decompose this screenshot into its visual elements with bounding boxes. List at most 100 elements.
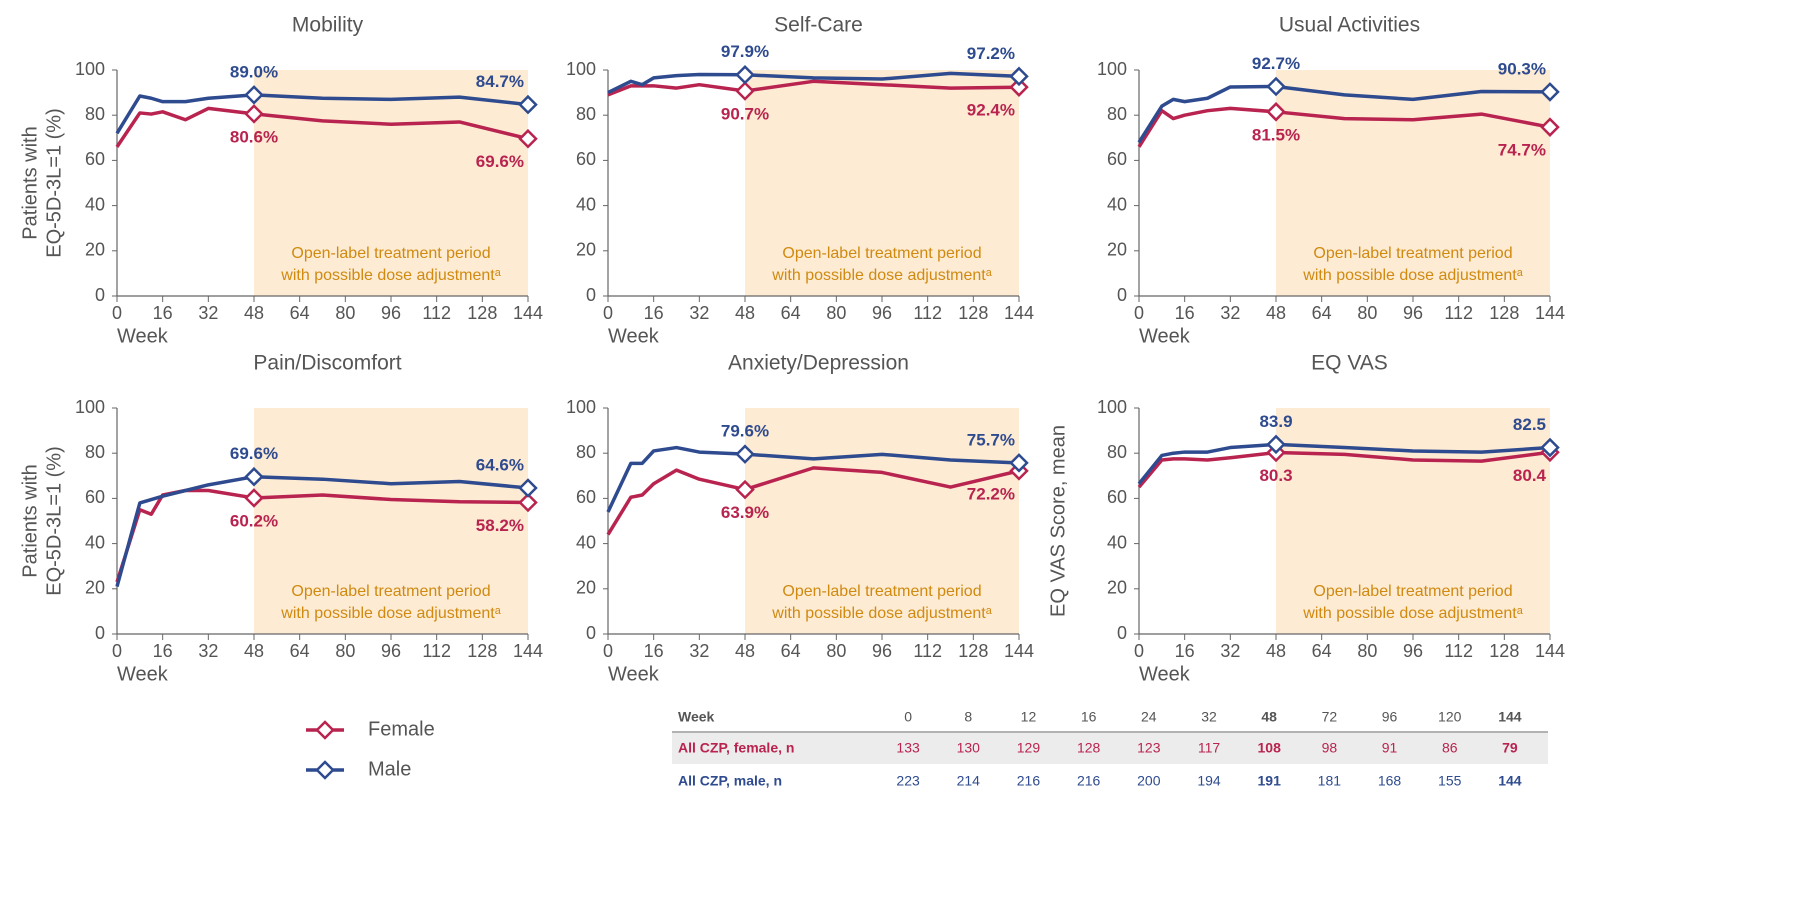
table-cell: 181 [1318, 773, 1342, 789]
y-tick-label: 100 [1097, 397, 1127, 417]
table-cell: 191 [1258, 773, 1282, 789]
table-row-bg [672, 733, 1548, 764]
series-line [1137, 84, 1551, 144]
x-tick-label: 128 [467, 641, 497, 661]
x-tick-label: 16 [153, 641, 173, 661]
table-header-cell: 72 [1322, 709, 1338, 725]
y-tick-label: 40 [576, 194, 596, 214]
data-label: 83.9 [1259, 412, 1292, 431]
marker [735, 81, 755, 101]
y-tick-label: 40 [1107, 194, 1127, 214]
shaded-period [745, 408, 1019, 634]
data-label: 89.0% [230, 62, 278, 81]
x-tick-label: 48 [735, 641, 755, 661]
data-label: 75.7% [967, 430, 1015, 449]
marker [244, 466, 264, 487]
data-label: 90.3% [1498, 59, 1546, 78]
x-tick-label: 48 [1266, 641, 1286, 661]
table-header-cell: 8 [964, 709, 972, 725]
x-tick-label: 0 [603, 641, 613, 661]
table-cell: 168 [1378, 773, 1402, 789]
x-tick-label: 144 [1004, 303, 1034, 323]
y-tick-label: 80 [1107, 104, 1127, 124]
x-tick-label: 112 [913, 641, 942, 661]
table-header-label: Week [678, 709, 715, 725]
table-header-cell: 16 [1081, 709, 1097, 725]
y-tick-label: 60 [1107, 149, 1127, 169]
legend-marker [315, 760, 335, 780]
y-tick-label: 40 [85, 532, 105, 552]
annotation: with possible dose adjustmentᵃ [280, 605, 501, 622]
chart-title: Pain/Discomfort [253, 352, 401, 375]
marker [1540, 82, 1560, 102]
x-tick-label: 16 [644, 303, 664, 323]
marker [244, 85, 264, 105]
annotation: Open-label treatment period [1313, 583, 1512, 600]
x-tick-label: 128 [958, 641, 988, 661]
x-tick-label: 80 [826, 641, 846, 661]
x-tick-label: 96 [381, 641, 401, 661]
x-tick-label: 128 [958, 303, 988, 323]
annotation: Open-label treatment period [291, 245, 490, 262]
data-label: 69.6% [476, 152, 524, 171]
x-tick-label: 48 [244, 303, 264, 323]
y-tick-label: 80 [85, 442, 105, 462]
y-axis-label: EQ-5D-3L=1 (%) [43, 108, 65, 258]
table-cell: 123 [1137, 740, 1161, 756]
x-axis-label: Week [1139, 663, 1191, 685]
x-tick-label: 112 [422, 303, 451, 323]
series-line [1137, 442, 1551, 485]
data-label: 80.6% [230, 127, 278, 146]
x-tick-label: 96 [381, 303, 401, 323]
y-tick-label: 20 [576, 578, 596, 598]
annotation: Open-label treatment period [782, 245, 981, 262]
x-tick-label: 32 [1220, 641, 1240, 661]
legend-marker [315, 720, 335, 740]
x-tick-label: 80 [335, 641, 355, 661]
data-label: 80.4 [1513, 466, 1547, 485]
table-cell: 91 [1382, 740, 1398, 756]
x-tick-label: 64 [290, 303, 310, 323]
annotation: Open-label treatment period [782, 583, 981, 600]
x-tick-label: 64 [290, 641, 310, 661]
x-tick-label: 48 [1266, 303, 1286, 323]
y-tick-label: 80 [85, 104, 105, 124]
y-axis-label: EQ VAS Score, mean [1047, 425, 1069, 617]
table-cell: 216 [1077, 773, 1101, 789]
marker [518, 128, 538, 149]
x-tick-label: 48 [244, 641, 264, 661]
x-tick-label: 96 [1403, 303, 1423, 323]
y-tick-label: 100 [75, 59, 105, 79]
x-tick-label: 0 [112, 641, 122, 661]
marker [518, 94, 538, 115]
y-tick-label: 60 [85, 149, 105, 169]
data-label: 92.7% [1252, 54, 1300, 73]
x-tick-label: 80 [826, 303, 846, 323]
x-tick-label: 32 [1220, 303, 1240, 323]
y-tick-label: 0 [1117, 285, 1127, 305]
x-tick-label: 96 [872, 303, 892, 323]
y-tick-label: 20 [85, 240, 105, 260]
table-header-cell: 24 [1141, 709, 1157, 725]
table-cell: 133 [896, 740, 920, 756]
marker [244, 104, 264, 124]
marker [1009, 77, 1029, 97]
series-line [607, 71, 1020, 95]
x-tick-label: 112 [1444, 303, 1473, 323]
x-tick-label: 32 [689, 641, 709, 661]
y-tick-label: 40 [85, 194, 105, 214]
table-header-cell: 32 [1201, 709, 1217, 725]
x-tick-label: 144 [1004, 641, 1034, 661]
annotation: with possible dose adjustmentᵃ [771, 267, 992, 284]
y-tick-label: 20 [576, 240, 596, 260]
data-label: 63.9% [721, 503, 769, 522]
annotation: Open-label treatment period [291, 583, 490, 600]
data-label: 97.2% [967, 44, 1015, 63]
table-cell: 216 [1017, 773, 1041, 789]
chart-title: Mobility [292, 14, 364, 37]
table-row-label: All CZP, female, n [678, 740, 794, 756]
y-axis-label: Patients with [19, 126, 41, 239]
table-cell: 86 [1442, 740, 1458, 756]
